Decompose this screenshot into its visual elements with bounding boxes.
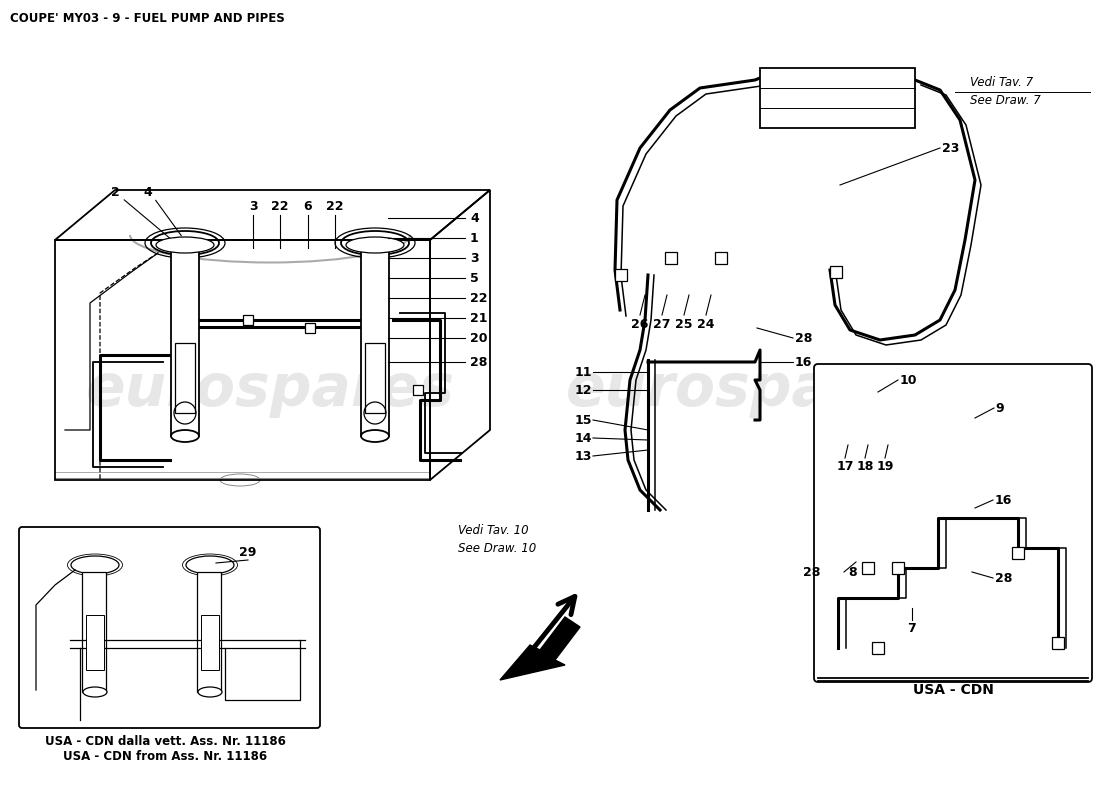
Text: 25: 25: [675, 318, 693, 331]
Text: Vedi Tav. 10: Vedi Tav. 10: [458, 523, 529, 537]
Text: 5: 5: [470, 271, 478, 285]
Text: 28: 28: [470, 355, 487, 369]
Bar: [1012, 547, 1024, 559]
Bar: [82, 572, 106, 692]
Text: 15: 15: [574, 414, 592, 426]
Text: 1: 1: [470, 231, 478, 245]
Text: 16: 16: [996, 494, 1012, 506]
Bar: [243, 315, 253, 325]
Text: 3: 3: [249, 201, 257, 214]
Polygon shape: [500, 617, 580, 680]
Text: 6: 6: [304, 201, 312, 214]
Text: 22: 22: [327, 201, 343, 214]
Text: 19: 19: [877, 460, 893, 473]
Bar: [170, 251, 199, 436]
Text: 18: 18: [856, 460, 873, 473]
Bar: [1052, 637, 1064, 649]
Text: Vedi Tav. 7: Vedi Tav. 7: [970, 77, 1033, 90]
Bar: [715, 252, 727, 264]
Bar: [666, 252, 676, 264]
Text: 23: 23: [942, 142, 959, 154]
Text: 28: 28: [803, 566, 820, 578]
Text: 26: 26: [631, 318, 649, 331]
Bar: [365, 343, 385, 413]
Bar: [175, 343, 195, 413]
Text: 28: 28: [795, 331, 813, 345]
Text: 29: 29: [240, 546, 256, 558]
Text: 22: 22: [272, 201, 288, 214]
Text: 17: 17: [836, 460, 854, 473]
Bar: [615, 269, 627, 281]
FancyBboxPatch shape: [814, 364, 1092, 682]
Text: 22: 22: [470, 291, 487, 305]
Text: USA - CDN dalla vett. Ass. Nr. 11186
USA - CDN from Ass. Nr. 11186: USA - CDN dalla vett. Ass. Nr. 11186 USA…: [45, 735, 285, 763]
Text: COUPE' MY03 - 9 - FUEL PUMP AND PIPES: COUPE' MY03 - 9 - FUEL PUMP AND PIPES: [10, 12, 285, 25]
Text: 14: 14: [574, 431, 592, 445]
Ellipse shape: [198, 687, 222, 697]
Text: 4: 4: [144, 186, 153, 198]
Bar: [892, 562, 904, 574]
Bar: [201, 615, 219, 670]
Text: 12: 12: [574, 383, 592, 397]
Text: 21: 21: [470, 311, 487, 325]
Text: 16: 16: [795, 355, 813, 369]
Bar: [412, 385, 424, 395]
FancyBboxPatch shape: [19, 527, 320, 728]
Text: 10: 10: [900, 374, 917, 386]
Text: 20: 20: [470, 331, 487, 345]
Bar: [361, 251, 389, 436]
Ellipse shape: [156, 237, 214, 253]
Text: 3: 3: [470, 251, 478, 265]
Text: 8: 8: [848, 566, 857, 578]
Text: 27: 27: [653, 318, 671, 331]
Text: eurospares: eurospares: [565, 362, 935, 418]
Bar: [760, 68, 915, 128]
Text: 4: 4: [470, 211, 478, 225]
Ellipse shape: [170, 430, 199, 442]
Bar: [86, 615, 104, 670]
Bar: [305, 323, 315, 333]
Text: 28: 28: [996, 571, 1012, 585]
Bar: [862, 562, 874, 574]
Text: eurospares: eurospares: [86, 362, 454, 418]
Text: 13: 13: [574, 450, 592, 462]
Ellipse shape: [361, 430, 389, 442]
Bar: [872, 642, 884, 654]
Text: 24: 24: [697, 318, 715, 331]
Bar: [830, 266, 842, 278]
Text: 7: 7: [908, 622, 916, 635]
Text: See Draw. 10: See Draw. 10: [458, 542, 537, 554]
Ellipse shape: [346, 237, 404, 253]
Text: 9: 9: [996, 402, 1003, 414]
Bar: [197, 572, 221, 692]
Text: USA - CDN: USA - CDN: [913, 683, 993, 697]
Ellipse shape: [82, 687, 107, 697]
Text: 11: 11: [574, 366, 592, 378]
Text: See Draw. 7: See Draw. 7: [970, 94, 1041, 106]
Text: 2: 2: [111, 186, 120, 198]
